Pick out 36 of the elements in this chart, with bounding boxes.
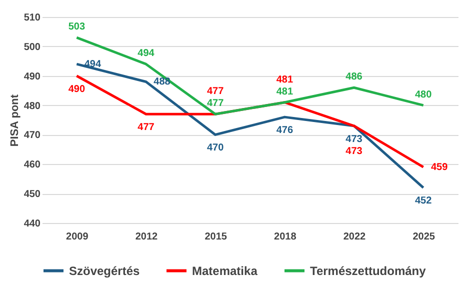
data-label: 503 [68,22,86,33]
data-label: 481 [276,74,294,86]
x-tick-label: 2022 [343,232,366,242]
data-label: 473 [346,146,363,157]
x-tick-label: 2012 [135,232,158,242]
data-label: 473 [346,134,363,145]
data-label: 459 [430,162,448,174]
data-label: 470 [206,142,224,154]
y-tick-label: 450 [24,189,41,200]
y-axis-title: PISA pont [8,94,21,147]
data-label: 480 [414,89,432,100]
x-tick-label: 2025 [412,232,436,242]
y-tick-label: 510 [24,12,41,24]
data-label: 452 [414,196,432,207]
y-tick-label: 440 [24,218,41,230]
data-label: 494 [84,59,102,70]
y-tick-label: 500 [24,42,41,53]
x-tick-label: 2009 [66,232,89,242]
y-tick-label: 480 [24,100,41,112]
x-tick-label: 2015 [204,232,228,242]
data-label: 477 [138,122,155,134]
data-label: 477 [206,86,224,98]
y-tick-label: 460 [24,160,41,171]
data-label: 477 [206,98,224,110]
data-label: 476 [276,125,294,136]
data-label: 490 [68,84,86,95]
legend-label: Szövegértés [69,264,140,278]
legend-label: Matematika [192,264,258,278]
x-tick-label: 2018 [274,232,297,242]
y-tick-label: 470 [24,130,41,142]
data-label: 486 [346,72,363,83]
y-tick-label: 490 [24,71,41,82]
legend-label: Természettudomány [310,264,426,278]
data-label: 481 [276,86,294,98]
data-label: 494 [138,48,155,60]
data-label: 488 [154,76,171,88]
